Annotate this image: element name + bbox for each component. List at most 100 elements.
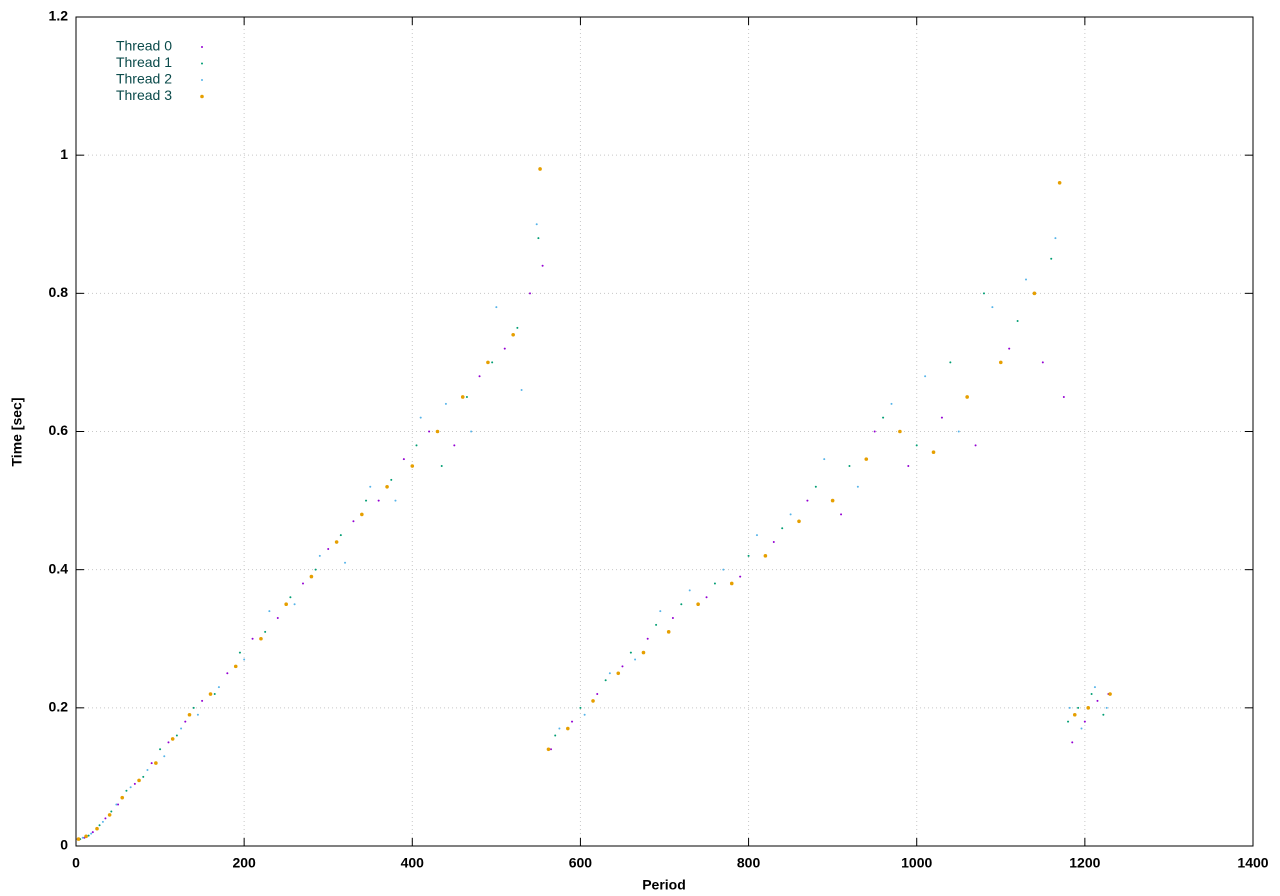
point [419,416,422,419]
point [133,782,136,785]
point [365,499,368,502]
point [238,651,241,654]
point [604,679,607,682]
point [201,699,204,702]
point [167,741,170,744]
point [1086,706,1091,710]
legend-marker [201,79,203,81]
point [873,430,876,433]
point [596,693,599,696]
x-tick-label: 200 [232,855,256,871]
point [410,464,415,468]
x-tick-label: 0 [72,855,80,871]
y-tick-label: 1 [60,146,68,162]
point [550,748,553,751]
point [1108,692,1112,696]
point [634,658,637,661]
point [882,416,885,419]
point [1077,706,1080,709]
point [87,834,90,837]
point [81,836,84,839]
point [163,755,166,758]
point [137,778,141,783]
point [747,554,750,557]
point [554,734,557,737]
point [797,519,801,524]
point [781,527,784,530]
point [546,747,551,752]
point [688,589,691,592]
point [402,458,405,461]
point [541,264,544,267]
point [115,803,118,806]
point [377,499,380,502]
point [314,568,317,571]
point [110,810,113,813]
x-tick-label: 1200 [1069,855,1100,871]
point [608,672,611,675]
x-tick-label: 600 [569,855,593,871]
point [184,720,187,723]
point [460,395,465,399]
point [217,686,220,689]
point [571,720,574,723]
point [629,651,632,654]
point [1062,395,1065,398]
point [276,617,279,620]
point [1016,319,1019,322]
point [722,568,725,571]
point [641,650,646,655]
point [129,786,132,789]
legend-marker [200,94,204,99]
point [763,554,768,558]
point [90,832,93,835]
point [1072,712,1077,717]
point [823,458,826,461]
y-axis-label: Time [sec] [9,398,25,467]
point [428,430,431,433]
point [495,306,498,309]
point [848,465,851,468]
y-tick-label: 0 [60,837,68,853]
point [898,429,902,434]
point [840,513,843,516]
point [284,602,288,607]
point [120,795,125,800]
point [369,485,372,488]
y-tick-label: 0.2 [49,699,69,715]
point [390,478,393,481]
point [503,347,506,350]
point [339,534,342,537]
point [864,457,869,461]
point [957,430,960,433]
point [84,834,88,839]
point [621,665,624,668]
point [814,485,817,488]
point [1050,257,1053,260]
point [982,292,985,295]
point [558,727,561,730]
point [289,596,292,599]
point [537,237,540,240]
legend-label: Thread 2 [116,71,172,87]
point [1057,181,1062,185]
y-tick-label: 1.2 [49,8,69,24]
point [213,693,216,696]
point [91,831,94,834]
point [1032,291,1037,296]
y-tick-label: 0.8 [49,284,69,300]
point [949,361,952,364]
point [440,465,443,468]
point [538,167,542,171]
x-tick-label: 800 [737,855,761,871]
point [196,713,199,716]
point [187,712,192,717]
point [535,223,538,226]
point [486,360,490,365]
point [146,769,149,772]
point [465,395,468,398]
point [940,416,943,419]
point [566,726,570,731]
point [352,520,355,523]
